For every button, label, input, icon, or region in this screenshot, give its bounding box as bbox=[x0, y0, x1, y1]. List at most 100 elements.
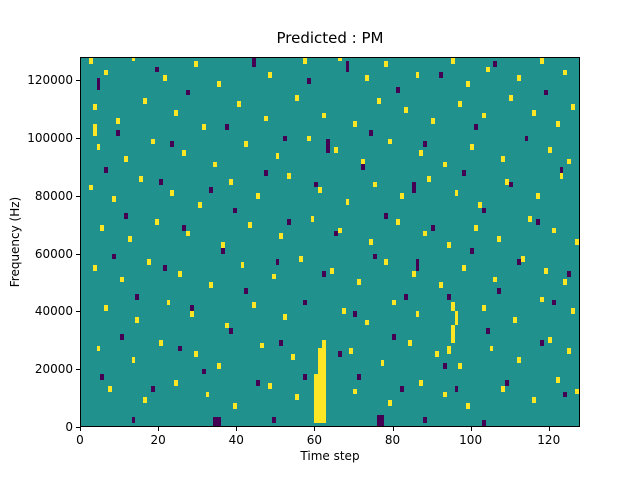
heatmap-cell-high bbox=[283, 313, 288, 320]
heatmap-cell-high bbox=[298, 256, 303, 263]
x-tick-mark bbox=[236, 427, 238, 431]
heatmap-cell-high bbox=[470, 144, 474, 150]
heatmap-cell-low bbox=[151, 385, 155, 392]
heatmap-cell-high bbox=[205, 391, 210, 398]
heatmap-cell-low bbox=[470, 247, 474, 254]
x-tick-mark bbox=[158, 427, 160, 431]
heatmap-cell-high bbox=[376, 98, 381, 104]
heatmap-cell-low bbox=[228, 328, 233, 334]
heatmap-cell-low bbox=[213, 417, 222, 426]
heatmap-cell-high bbox=[419, 380, 424, 386]
heatmap-cell-high bbox=[193, 351, 198, 357]
heatmap-cell-low bbox=[536, 219, 541, 225]
heatmap-cell-low bbox=[442, 362, 447, 369]
heatmap-cell-low bbox=[209, 187, 214, 194]
heatmap-cell-high bbox=[450, 325, 455, 343]
heatmap-cell-high bbox=[271, 273, 276, 280]
heatmap-cell-low bbox=[438, 72, 443, 79]
heatmap-cell-high bbox=[174, 380, 179, 386]
heatmap-cell-high bbox=[415, 72, 420, 79]
heatmap-cell-low bbox=[337, 351, 342, 357]
heatmap-cell-low bbox=[396, 86, 401, 93]
heatmap-cell-high bbox=[209, 282, 214, 288]
heatmap-cell-high bbox=[322, 339, 327, 349]
heatmap-cell-low bbox=[431, 224, 436, 231]
heatmap-cell-high bbox=[256, 193, 260, 199]
heatmap-cell-high bbox=[396, 219, 401, 225]
x-tick-label: 100 bbox=[459, 433, 483, 447]
heatmap-cell-high bbox=[501, 155, 506, 162]
heatmap-cell-high bbox=[259, 342, 264, 349]
heatmap-cell-high bbox=[466, 81, 471, 87]
heatmap-cell-high bbox=[442, 161, 447, 168]
heatmap-cell-high bbox=[217, 362, 222, 369]
heatmap-cell-low bbox=[252, 58, 257, 67]
heatmap-cell-high bbox=[357, 279, 362, 286]
heatmap-cell-low bbox=[189, 305, 194, 311]
heatmap-cell-high bbox=[186, 230, 190, 237]
heatmap-cell-high bbox=[213, 161, 218, 168]
heatmap-cell-low bbox=[100, 374, 105, 380]
x-tick-label: 120 bbox=[537, 433, 561, 447]
heatmap-cell-high bbox=[240, 262, 245, 268]
heatmap-cell-high bbox=[392, 299, 397, 306]
heatmap-cell-high bbox=[563, 279, 568, 286]
heatmap-cell-high bbox=[442, 391, 447, 398]
heatmap-cell-low bbox=[135, 293, 140, 300]
heatmap-cell-low bbox=[493, 60, 498, 67]
heatmap-cell-high bbox=[228, 178, 233, 185]
x-tick-mark bbox=[548, 427, 550, 431]
heatmap-cell-low bbox=[516, 259, 521, 265]
heatmap-cell-high bbox=[365, 75, 369, 81]
heatmap-cell-low bbox=[170, 141, 175, 148]
heatmap-cell-low bbox=[508, 181, 513, 188]
heatmap-cell-high bbox=[563, 69, 568, 76]
y-tick-mark bbox=[76, 253, 80, 255]
heatmap-cell-high bbox=[528, 216, 533, 222]
heatmap-cell-low bbox=[446, 293, 451, 300]
heatmap-cell-high bbox=[388, 400, 393, 406]
y-tick-label: 20000 bbox=[34, 362, 73, 377]
heatmap-cell-high bbox=[571, 308, 576, 314]
heatmap-cell-low bbox=[384, 213, 389, 219]
heatmap-cell-high bbox=[551, 227, 556, 234]
heatmap-cell-low bbox=[481, 420, 486, 426]
heatmap-cell-high bbox=[508, 95, 513, 102]
heatmap-cell-high bbox=[318, 187, 323, 194]
heatmap-cell-high bbox=[458, 362, 463, 369]
heatmap-cell-high bbox=[267, 72, 272, 79]
y-tick-mark bbox=[76, 311, 80, 313]
heatmap-cell-high bbox=[193, 60, 198, 67]
heatmap-cell-high bbox=[454, 190, 459, 196]
heatmap-cell-low bbox=[287, 219, 292, 225]
heatmap-cell-low bbox=[497, 288, 502, 294]
heatmap-cell-low bbox=[411, 181, 416, 194]
x-tick-mark bbox=[392, 427, 394, 431]
y-tick-mark bbox=[76, 427, 80, 428]
heatmap-cell-high bbox=[493, 276, 498, 283]
heatmap-cell-low bbox=[154, 66, 159, 73]
heatmap-cell-high bbox=[555, 121, 560, 127]
plot-area bbox=[80, 57, 580, 427]
heatmap-cell-high bbox=[423, 230, 428, 237]
heatmap-cell-low bbox=[302, 374, 307, 380]
heatmap-cell-high bbox=[143, 397, 148, 403]
heatmap-cell-high bbox=[275, 152, 280, 159]
heatmap-cell-low bbox=[271, 417, 276, 424]
heatmap-cell-low bbox=[279, 339, 284, 346]
heatmap-cell-high bbox=[341, 308, 346, 314]
heatmap-cell-high bbox=[236, 101, 241, 107]
heatmap-cell-low bbox=[244, 288, 249, 294]
heatmap-cell-low bbox=[275, 259, 280, 265]
heatmap-cell-high bbox=[575, 388, 579, 395]
heatmap-cell-high bbox=[466, 403, 471, 409]
heatmap-cell-high bbox=[575, 239, 579, 245]
x-tick-mark bbox=[80, 427, 81, 431]
heatmap-cell-low bbox=[392, 334, 397, 340]
x-tick-label: 80 bbox=[384, 433, 401, 447]
heatmap-cell-low bbox=[368, 129, 373, 136]
heatmap-cell-high bbox=[547, 336, 552, 343]
heatmap-cell-high bbox=[431, 118, 436, 125]
x-axis-label: Time step bbox=[300, 449, 360, 463]
heatmap-cell-high bbox=[516, 357, 521, 363]
